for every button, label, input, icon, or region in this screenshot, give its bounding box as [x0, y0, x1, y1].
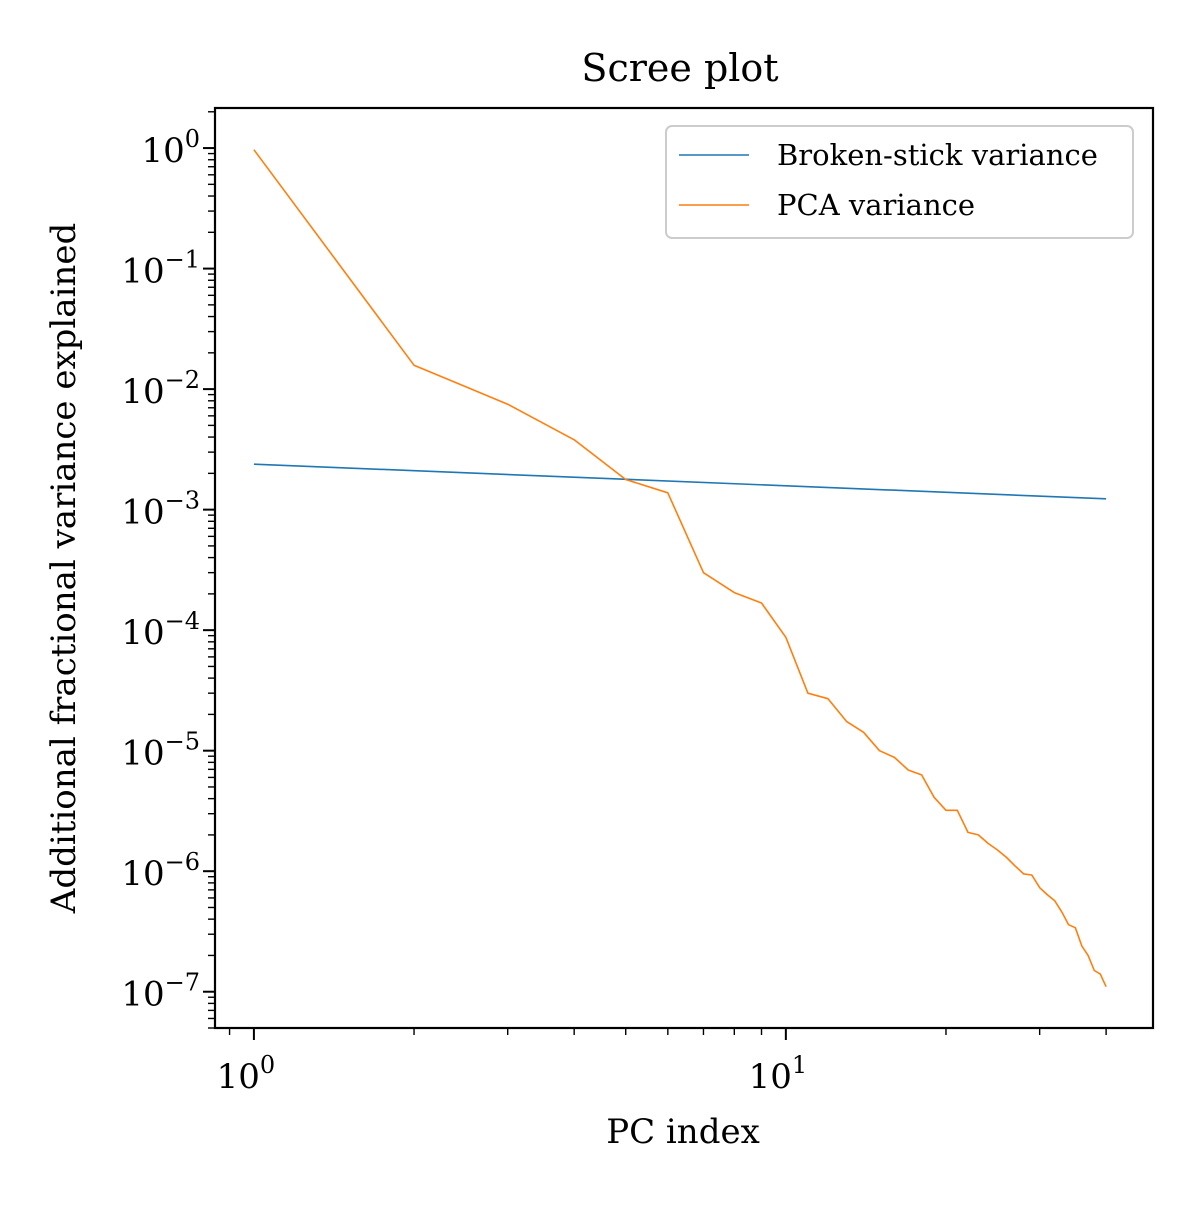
- y-tick-label: 10−2: [121, 366, 200, 412]
- y-tick-label: 10−4: [121, 607, 200, 653]
- x-axis-ticks: 100 101: [217, 1028, 1107, 1097]
- series-line-0: [253, 463, 1107, 500]
- plot-area-frame: [213, 106, 1155, 1030]
- legend-label-pca: PCA variance: [777, 188, 975, 222]
- y-tick-label: 10−1: [121, 246, 200, 292]
- y-tick-label: 10−7: [121, 969, 200, 1015]
- legend-label-broken-stick: Broken-stick variance: [777, 138, 1098, 172]
- y-tick-label: 100: [141, 125, 200, 171]
- y-tick-label: 10−3: [121, 487, 200, 533]
- series-line-1: [253, 149, 1107, 988]
- y-tick-label: 10−6: [121, 848, 200, 894]
- x-tick-label: 100: [217, 1051, 276, 1097]
- y-axis-ticks: 100 10−1 10−2 10−3 10−4 10−5 10−6 10−7: [121, 111, 215, 1029]
- legend: Broken-stick variance PCA variance: [665, 125, 1134, 239]
- series-layer: [253, 149, 1107, 988]
- y-axis-label: Additional fractional variance explained: [44, 223, 84, 914]
- chart-title: Scree plot: [581, 46, 778, 90]
- x-axis-label: PC index: [606, 1112, 760, 1152]
- legend-box: [665, 125, 1134, 239]
- y-tick-label: 10−5: [121, 728, 200, 774]
- x-tick-label: 101: [749, 1051, 808, 1097]
